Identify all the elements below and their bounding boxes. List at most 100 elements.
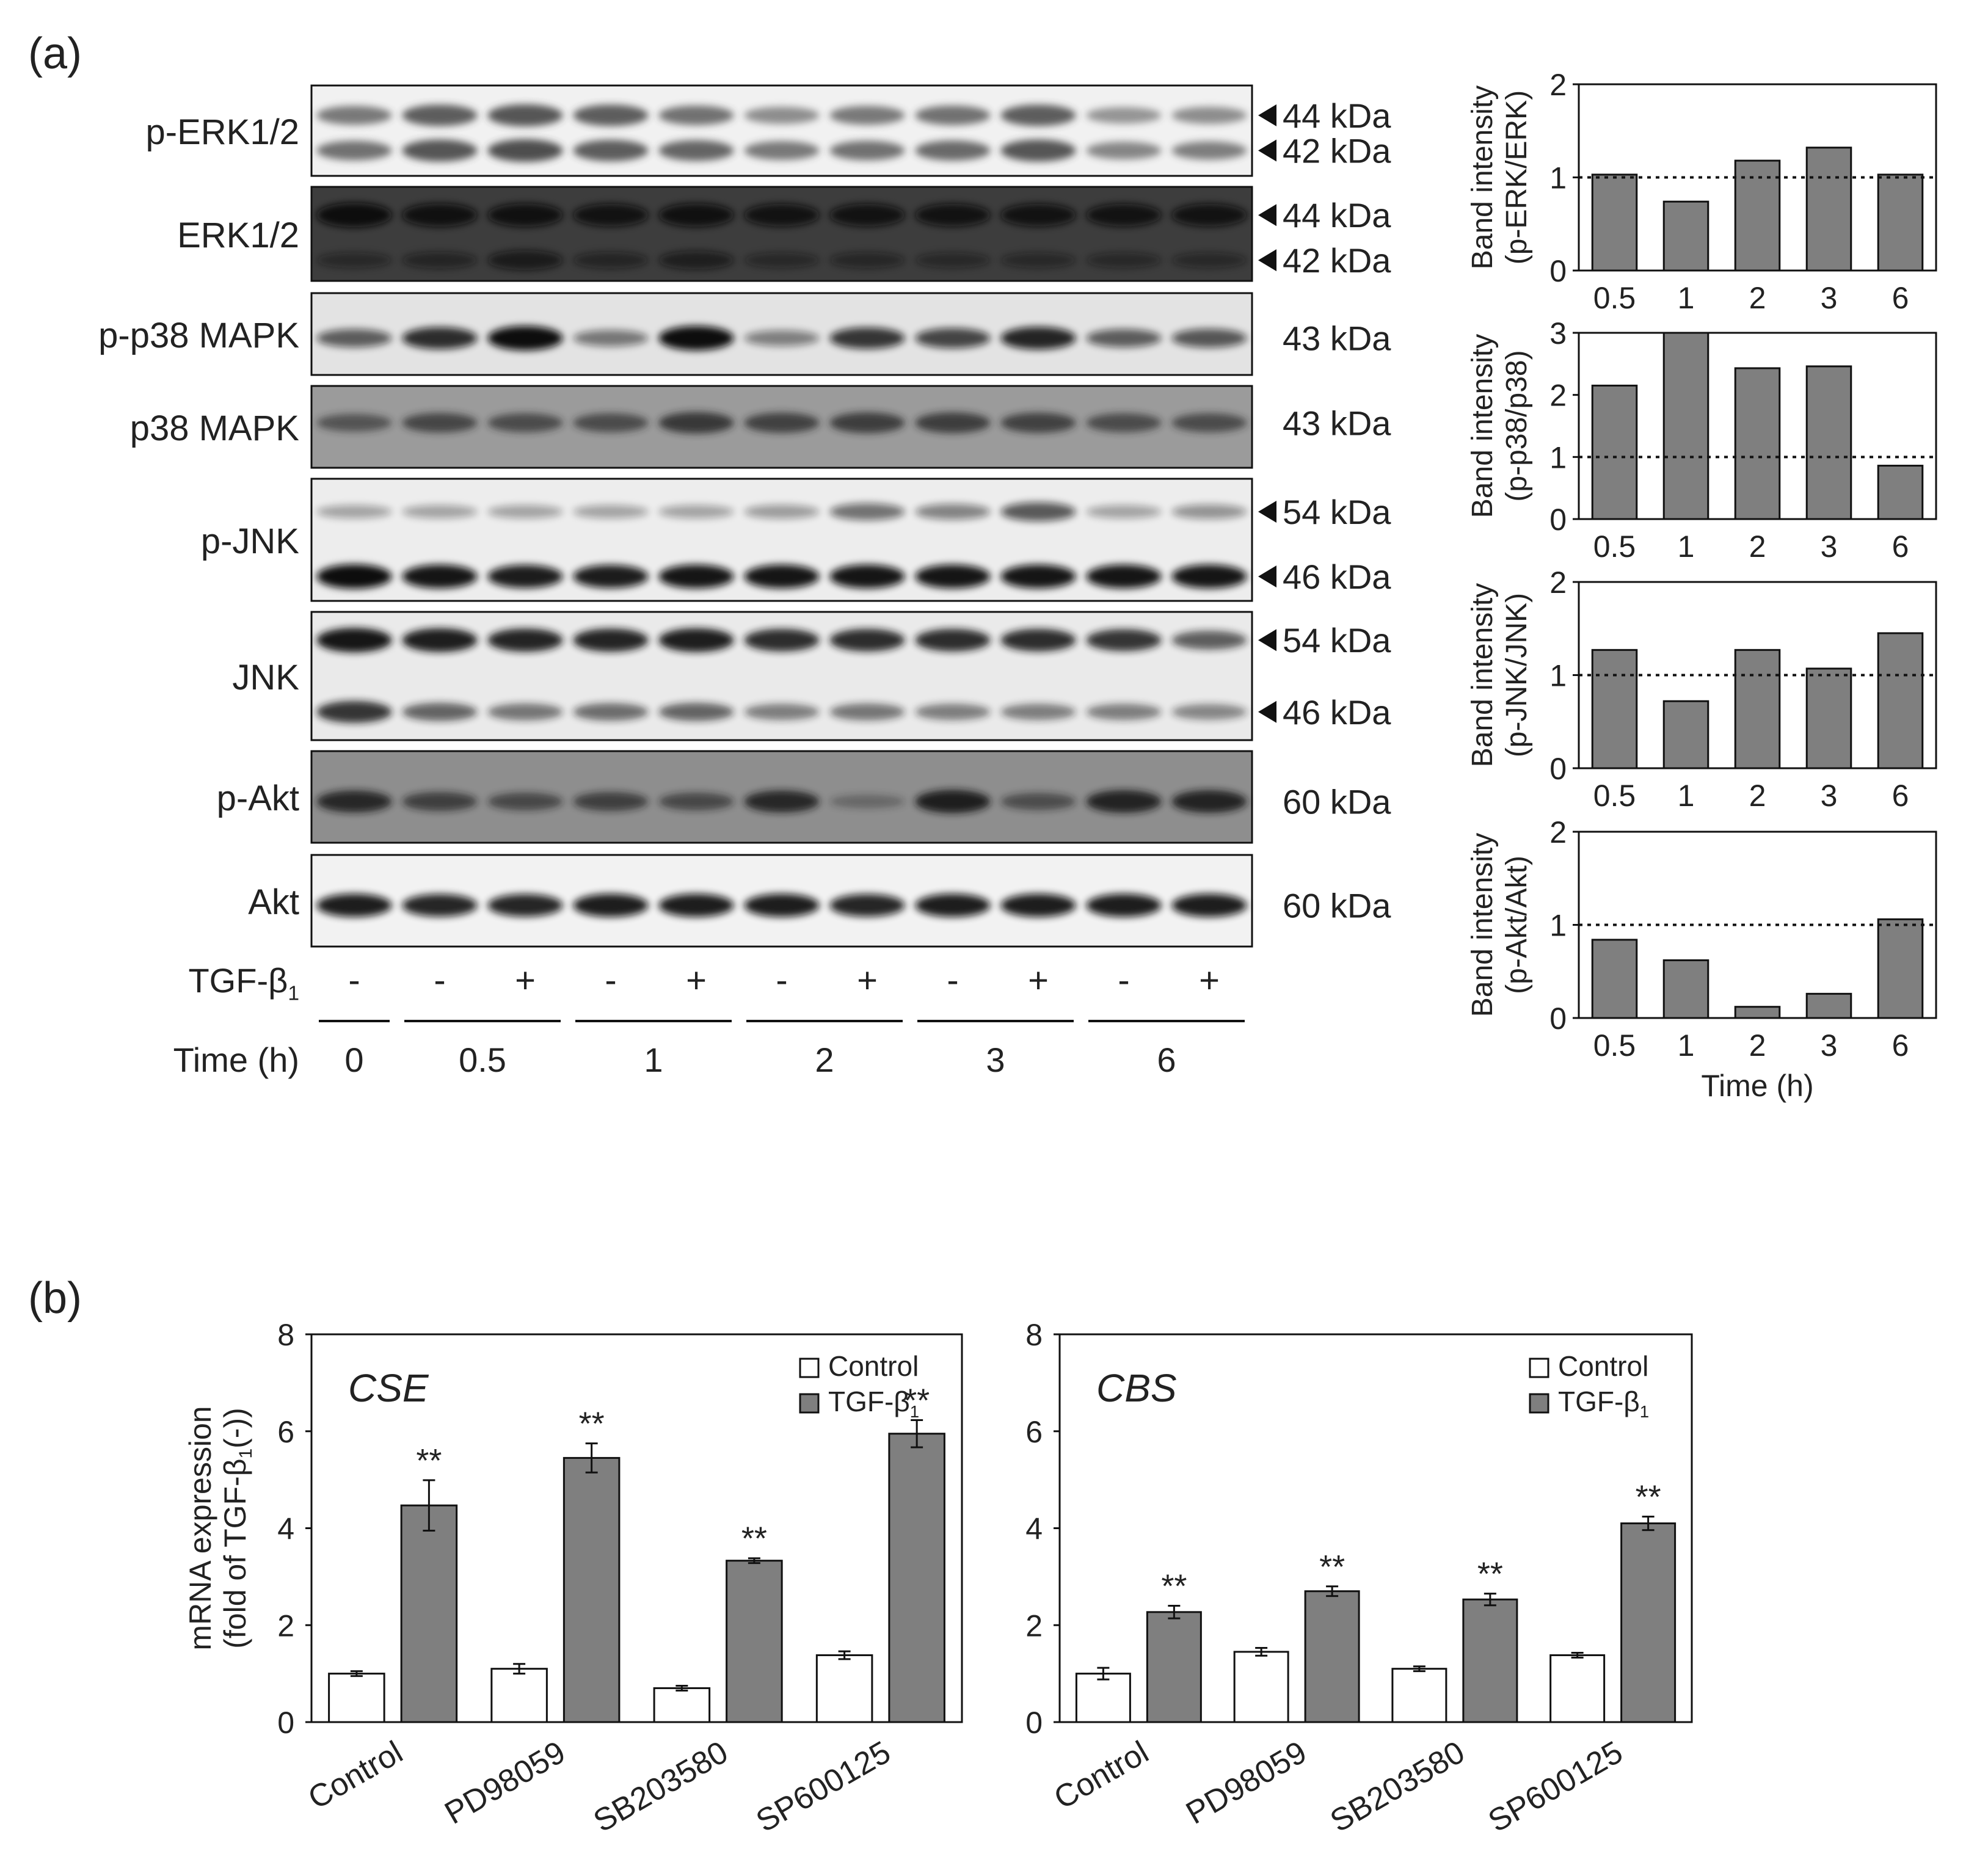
y-axis-label: Band intensity [1466,85,1499,270]
blot-band [316,564,392,589]
blot-band [1000,252,1076,268]
blot-band [1000,703,1076,721]
blot-band [316,628,392,653]
blot-band [1086,329,1162,347]
blot-band [915,703,991,721]
bar [1591,173,1638,272]
blot-band [402,792,478,811]
legend-label: TGF-β1 [1558,1386,1649,1421]
blot-membrane [310,84,1253,177]
band-intensity-chart: 0 1 2 0.5 1 2 3 6 Band intensity (p-Akt/Akt) Time … [1466,815,1937,1103]
blot-band [1000,412,1076,433]
blot-band [915,504,991,520]
bar [1591,939,1638,1019]
blot-band [744,203,820,227]
bar [1805,365,1852,520]
blot-band [658,140,734,161]
legend-swatch [1529,1393,1549,1414]
blot-band [316,252,392,268]
marker-arrow-icon [1258,139,1276,162]
blot-label: Akt [248,882,299,922]
y-tick-label: 1 [1549,161,1567,195]
x-tick-label: 2 [1749,1028,1766,1063]
blot-band [658,505,734,518]
y-tick-label: 2 [1549,68,1567,102]
blot-band [1171,106,1247,124]
x-tick-label: 6 [1892,1028,1909,1063]
blot-band [487,628,563,652]
bar [1877,918,1924,1019]
treatment-sign: - [776,961,787,1000]
y-tick-label: 1 [1549,659,1567,693]
blot-band [1171,141,1247,160]
y-tick-label: 0 [277,1706,294,1740]
bar [1805,667,1852,769]
bar [1591,649,1638,769]
bar [1591,384,1638,520]
x-tick-label: 0.5 [1593,1028,1636,1063]
marker-arrow-icon [1258,249,1276,272]
blot-band [1171,630,1247,650]
blot-band [829,327,905,349]
significance-label: ** [1319,1549,1345,1585]
blot-band [829,140,905,161]
blot-band [744,628,820,652]
legend-swatch [799,1358,820,1378]
blot-band [1000,327,1076,350]
y-tick-label: 6 [277,1415,294,1449]
blot-band [915,105,991,125]
marker-arrow-icon [1258,204,1276,227]
blot-band [1086,252,1162,268]
y-axis-label: (p-p38/p38) [1501,350,1533,501]
time-group-label: 0.5 [459,1041,506,1079]
blot-band [658,793,734,810]
blot-band [487,793,563,810]
mrna-chart: **Control**PD98059**SB203580**SP60012502… [183,1318,963,1839]
blot-band [744,141,820,161]
bar [1075,1673,1131,1723]
blot-band [1086,107,1162,124]
blot-band [316,790,392,813]
bar [490,1668,548,1723]
significance-label: ** [904,1382,930,1419]
y-axis-label: mRNA expression [183,1406,217,1650]
y-tick-label: 2 [277,1609,294,1643]
x-tick-label: 2 [1749,779,1766,813]
x-tick-label: 1 [1678,281,1695,315]
bar [1146,1611,1202,1723]
y-tick-label: 8 [277,1318,294,1352]
blot-row-p-jnk: p-JNK 54 kDa 46 kDa [201,478,1391,602]
marker-arrow-icon [1258,501,1276,523]
bar [1734,649,1781,769]
blot-label: p-JNK [201,522,299,561]
blot-band [487,104,563,126]
legend-label: TGF-β1 [828,1386,919,1421]
marker-arrow-icon [1258,700,1276,723]
blot-band [1000,793,1076,810]
blot-band [1000,564,1076,589]
blot-band [829,564,905,589]
bar [1462,1598,1518,1723]
x-tick-label: SB203580 [588,1734,734,1839]
y-axis-label: (p-JNK/JNK) [1501,593,1533,757]
x-tick-label: SP600125 [1482,1734,1628,1839]
treatment-sign: + [1199,961,1220,1000]
blot-band [487,703,563,721]
x-tick-label: PD98059 [439,1734,572,1831]
x-tick-label: 3 [1821,1028,1838,1063]
bar [1391,1668,1447,1723]
blot-band [744,703,820,721]
blot-band [658,251,734,270]
blot-band [573,565,649,588]
treatment-label: TGF-β1 [188,961,299,1005]
marker-arrow-icon [1258,629,1276,652]
blot-band [829,794,905,809]
blot-band [915,564,991,589]
time-group-label: 3 [986,1041,1005,1079]
blot-band [487,505,563,518]
bar [815,1654,873,1723]
blot-band [402,564,478,589]
x-tick-label: 0.5 [1593,281,1636,315]
treatment-sign: - [947,961,958,1000]
